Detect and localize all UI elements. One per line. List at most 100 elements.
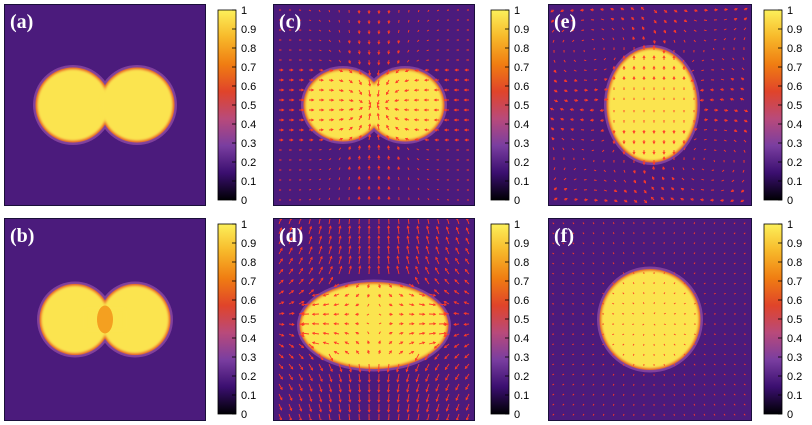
arrow-head [350,89,354,93]
velocity-arrow [572,272,575,275]
velocity-arrow [602,242,605,245]
arrow-head [367,195,371,199]
arrow-head [387,196,391,200]
arrow-head [299,226,303,230]
colorbar-tick-label: 0.2 [514,371,529,383]
velocity-arrow [348,256,351,265]
arrow-head [377,175,381,179]
arrow-head [357,175,361,179]
velocity-arrow [733,262,736,265]
arrow-head [624,199,628,203]
arrow-head [333,322,337,326]
colorbar-tick-label: 0.3 [514,352,529,364]
arrow-head [445,236,449,240]
colorbar-tick-label: 0.3 [787,352,802,364]
panel-a: (a)00.10.20.30.40.50.60.70.80.91 [4,4,256,207]
velocity-arrow [573,59,577,63]
velocity-arrow [721,68,725,71]
velocity-arrow [683,363,686,366]
velocity-arrow [691,178,695,181]
velocity-arrow [562,222,565,225]
velocity-arrow [673,343,676,346]
velocity-arrow [733,272,736,275]
velocity-arrow [683,333,686,336]
arrow-head [415,358,418,362]
arrow-head [319,409,322,413]
arrow-head [377,51,381,56]
arrow-head [670,187,675,191]
velocity-arrow [573,188,577,191]
arrow-head [433,108,437,112]
arrow-head [330,358,333,362]
arrow-head [280,279,284,283]
velocity-arrow [592,383,595,386]
colorbar-tick-label: 0.5 [241,100,256,112]
arrow-head [463,128,468,132]
velocity-arrow [368,113,371,121]
panel-label: (a) [10,11,33,33]
velocity-arrow [338,256,342,265]
arrow-head [301,98,305,102]
velocity-arrow [298,333,305,337]
arrow-head [368,102,372,106]
velocity-arrow [318,49,322,52]
velocity-arrow [312,341,320,345]
arrow-head [309,246,313,250]
velocity-arrow [593,58,597,61]
arrow-head [550,19,554,23]
velocity-arrow [278,248,283,255]
colorbar-tick-label: 0 [787,409,793,421]
arrow-head [453,312,457,315]
velocity-arrow [723,383,726,386]
colorbar-tick-label: 0.5 [514,314,529,326]
arrow-head [281,118,285,122]
arrow-head [328,409,332,413]
velocity-arrow [288,290,294,295]
arrow-head [411,322,415,326]
arrow-head [632,65,636,69]
arrow-head [604,198,608,202]
arrow-head [435,267,438,271]
arrow-head [403,98,408,102]
arrow-head [454,355,458,359]
arrow-head [465,407,469,411]
velocity-arrow [387,235,390,245]
velocity-arrow [733,37,736,41]
colorbar-tick-label: 0.4 [514,119,529,131]
velocity-arrow [408,341,414,345]
velocity-arrow [338,266,342,275]
arrow-head [279,247,283,251]
velocity-arrow [318,19,321,22]
arrow-head [333,284,337,287]
arrow-head [319,225,322,229]
arrow-head [705,108,709,112]
velocity-arrow [581,148,585,151]
velocity-arrow [377,134,380,141]
velocity-arrow [386,125,390,131]
arrow-head [422,341,426,345]
arrow-head [569,118,574,122]
arrow-head [424,128,428,132]
velocity-arrow [434,343,440,349]
arrow-head [594,198,599,202]
velocity-arrow [338,226,341,235]
velocity-arrow [743,363,746,366]
velocity-arrow [733,282,736,285]
velocity-arrow [318,383,323,392]
panel-label: (d) [279,225,303,247]
velocity-arrow [562,353,565,356]
colorbar-tick-label: 0.7 [241,276,256,288]
velocity-arrow [435,383,440,392]
arrow-head [433,88,437,92]
velocity-arrow [338,19,340,23]
arrow-head [358,245,362,249]
arrow-head [415,389,419,393]
velocity-arrow [721,169,725,172]
arrow-head [300,138,304,142]
arrow-head [465,247,469,251]
velocity-arrow [632,272,635,275]
colorbar-tick-label: 0.6 [787,295,802,307]
arrow-head [740,77,744,81]
arrow-head [730,88,734,91]
velocity-arrow [328,266,333,275]
